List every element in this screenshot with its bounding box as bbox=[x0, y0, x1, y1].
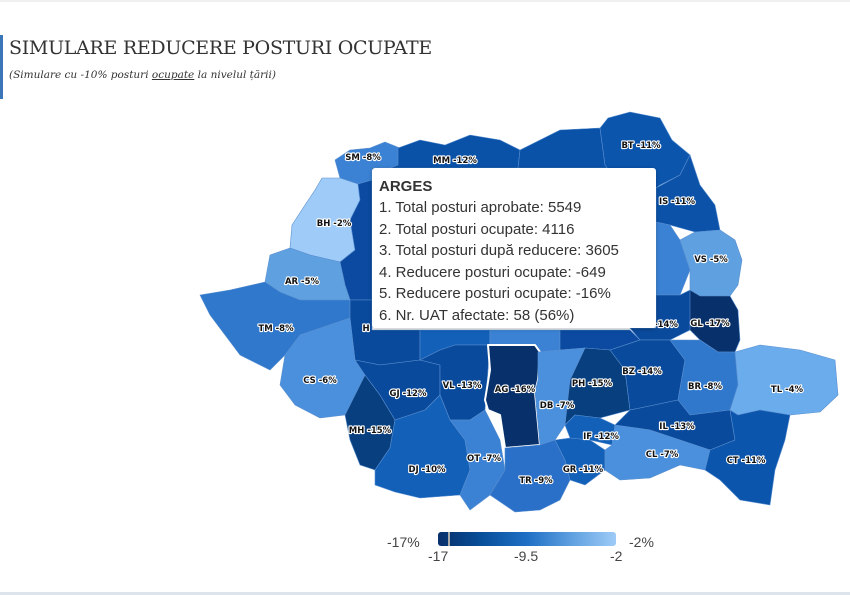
label-GL: GL -17% bbox=[690, 319, 730, 329]
label-CT: CT -11% bbox=[727, 456, 766, 466]
county-CL[interactable] bbox=[604, 424, 711, 481]
county-VN[interactable] bbox=[629, 289, 701, 341]
label-MM: MM -12% bbox=[433, 156, 477, 166]
legend-min-label: -17% bbox=[387, 534, 420, 550]
label-AG: AG -16% bbox=[495, 385, 536, 395]
legend-tick-max: -2 bbox=[610, 548, 623, 564]
label-CL: CL -7% bbox=[646, 450, 679, 460]
label-IL: IL -13% bbox=[659, 422, 695, 432]
legend-tick-mid: -9.5 bbox=[514, 548, 539, 564]
subtitle-text: (Simulare cu -10% posturi bbox=[9, 69, 152, 81]
county-VS[interactable] bbox=[679, 229, 743, 297]
label-DB: DB -7% bbox=[540, 401, 575, 411]
label-BZ: BZ -14% bbox=[622, 367, 662, 377]
label-IF: IF -12% bbox=[583, 432, 619, 442]
label-TR: TR -9% bbox=[519, 476, 553, 486]
label-DJ: DJ -10% bbox=[408, 465, 446, 475]
legend-tick-min: -17 bbox=[428, 548, 449, 564]
label-GJ: GJ -12% bbox=[390, 389, 427, 399]
county-TR[interactable] bbox=[489, 439, 571, 513]
label-HD: H bbox=[362, 324, 369, 334]
label-VN: -14% bbox=[654, 320, 678, 330]
label-VL: VL -13% bbox=[443, 381, 482, 391]
label-GR: GR -11% bbox=[563, 465, 604, 475]
header: SIMULARE REDUCERE POSTURI OCUPATE (Simul… bbox=[0, 35, 432, 99]
label-OT: OT -7% bbox=[467, 454, 501, 464]
label-BH: BH -2% bbox=[317, 219, 352, 229]
subtitle-text-end: la nivelul țării) bbox=[194, 69, 276, 81]
label-BR: BR -8% bbox=[688, 382, 722, 392]
label-PH: PH -15% bbox=[572, 379, 613, 389]
county-NT-BC[interactable] bbox=[655, 221, 691, 296]
label-SM: SM -8% bbox=[345, 153, 381, 163]
label-IS: IS -11% bbox=[659, 197, 696, 207]
tooltip-line-approved: 1. Total posturi aprobate: 5549 bbox=[379, 199, 582, 216]
label-TL: TL -4% bbox=[771, 385, 804, 395]
county-IF[interactable] bbox=[564, 414, 616, 446]
tooltip-line-uat-affected: 6. Nr. UAT afectate: 58 (56%) bbox=[379, 306, 575, 324]
county-DB[interactable] bbox=[534, 347, 586, 446]
tooltip-line-after-reduction: 3. Total posturi după reducere: 3605 bbox=[379, 242, 619, 259]
tooltip-line-occupied: 2. Total posturi ocupate: 4116 bbox=[379, 220, 575, 238]
label-MH: MH -15% bbox=[349, 426, 392, 436]
tooltip-line-reduction-count: 4. Reducere posturi ocupate: -649 bbox=[379, 263, 606, 281]
tooltip-line-reduction-percent: 5. Reducere posturi ocupate: -16% bbox=[379, 285, 611, 302]
label-BT: BT -11% bbox=[621, 141, 661, 151]
label-TM: TM -8% bbox=[258, 324, 294, 334]
county-TL[interactable] bbox=[729, 344, 839, 416]
page-title: SIMULARE REDUCERE POSTURI OCUPATE bbox=[9, 37, 432, 59]
label-VS: VS -5% bbox=[694, 255, 728, 265]
legend-max-label: -2% bbox=[629, 534, 654, 550]
county-GL[interactable] bbox=[689, 289, 741, 353]
legend-color-scale bbox=[438, 532, 616, 546]
label-CS: CS -6% bbox=[303, 376, 337, 386]
subtitle-emphasis: ocupate bbox=[151, 69, 195, 81]
county-CT[interactable] bbox=[704, 409, 791, 506]
label-AR: AR -5% bbox=[285, 277, 320, 287]
tooltip-county-name: ARGES bbox=[379, 178, 433, 195]
legend-value-marker bbox=[448, 532, 450, 546]
county-tooltip: ARGES 1. Total posturi aprobate: 5549 2.… bbox=[372, 168, 656, 328]
bottom-border bbox=[0, 592, 850, 595]
top-border bbox=[0, 0, 850, 2]
page-subtitle: (Simulare cu -10% posturi ocupate la niv… bbox=[9, 69, 432, 81]
